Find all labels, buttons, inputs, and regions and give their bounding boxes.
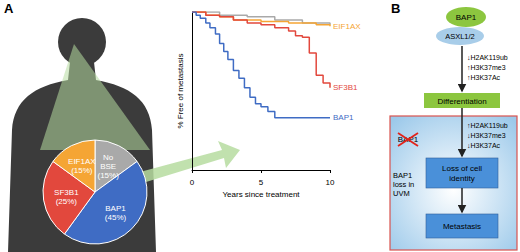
svg-text:(15%): (15%) [97,171,119,180]
svg-text:UVM: UVM [393,189,410,198]
svg-text:10: 10 [326,178,335,187]
svg-text:Years since treatment: Years since treatment [222,190,300,199]
svg-text:Loss of cell: Loss of cell [442,164,482,173]
svg-text:BAP1: BAP1 [333,113,354,122]
svg-text:BAP1: BAP1 [393,171,412,180]
svg-text:SF3B1: SF3B1 [54,188,79,197]
svg-text:↓H3K37Ac: ↓H3K37Ac [467,142,501,149]
svg-text:identity: identity [449,174,474,183]
svg-text:BAP1: BAP1 [397,135,419,144]
svg-text:↑H3K37me3: ↑H3K37me3 [467,64,506,71]
svg-text:↑H2AK119ub: ↑H2AK119ub [467,122,508,129]
svg-text:ASXL1/2: ASXL1/2 [445,32,475,41]
svg-text:0: 0 [190,178,195,187]
svg-text:EIF1AX: EIF1AX [68,157,96,166]
svg-text:loss in: loss in [393,180,414,189]
svg-text:EIF1AX: EIF1AX [333,22,361,31]
svg-text:% Free of metastasis: % Free of metastasis [176,53,185,128]
svg-text:↓H3K37me3: ↓H3K37me3 [467,132,506,139]
svg-text:(25%): (25%) [56,197,78,206]
svg-text:Metastasis: Metastasis [443,222,481,231]
svg-text:No: No [103,153,114,162]
svg-text:BAP1: BAP1 [105,204,126,213]
svg-text:(45%): (45%) [105,213,127,222]
svg-text:A: A [4,1,14,16]
svg-text:↑H3K37Ac: ↑H3K37Ac [467,74,501,81]
svg-text:SF3B1: SF3B1 [333,83,358,92]
svg-text:↓H2AK119ub: ↓H2AK119ub [467,54,508,61]
svg-text:B: B [391,1,400,16]
svg-text:Differentiation: Differentiation [437,97,486,106]
svg-text:(15%): (15%) [71,166,93,175]
svg-text:BAP1: BAP1 [456,13,477,22]
svg-text:BSE: BSE [100,162,116,171]
svg-text:5: 5 [259,178,264,187]
